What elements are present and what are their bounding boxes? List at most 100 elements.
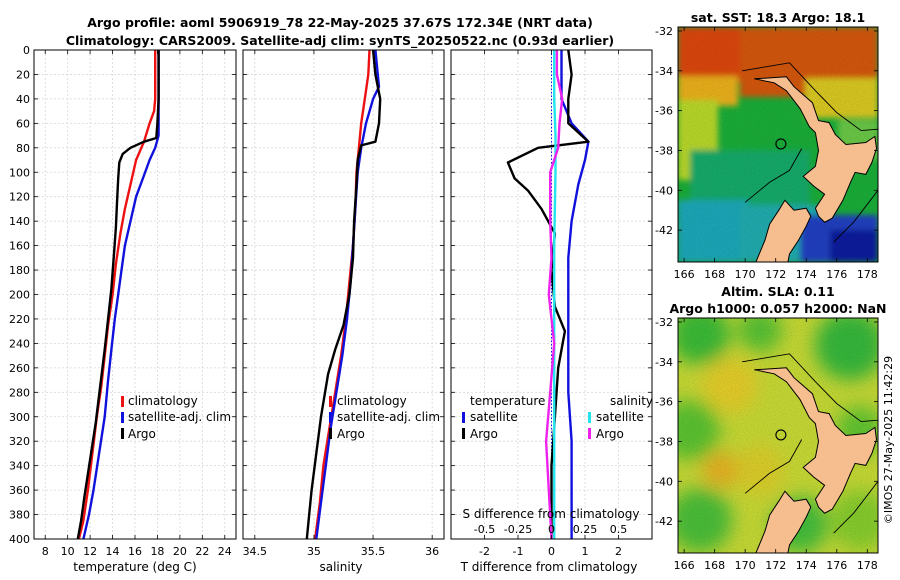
x-tick-label: 12 <box>83 545 97 558</box>
series-line-satellite-adj-clim <box>82 50 160 539</box>
legend-swatch-satellite <box>329 412 332 423</box>
y-tick-label: 200 <box>9 289 30 302</box>
legend-swatch-satellite <box>121 412 124 423</box>
y-tick-label: 60 <box>16 117 30 130</box>
map-y-tick-label: -34 <box>655 65 673 78</box>
y-tick-label: 20 <box>16 68 30 81</box>
y-tick-label: 80 <box>16 142 30 155</box>
x-tick-label: 36 <box>425 545 439 558</box>
isobath-contour <box>744 148 803 203</box>
sst-land-mask <box>742 62 878 262</box>
legend-label-argo: Argo <box>337 427 365 441</box>
temperature-ticks: 0 20 40 60 80 100 120 140 160 180 200 220 240 260 280 3… <box>9 44 236 558</box>
series-line-argo <box>305 50 382 539</box>
sla-map-title-1: Altim. SLA: 0.11 <box>721 284 834 299</box>
map-x-tick-label: 166 <box>674 268 695 281</box>
y-tick-label: 100 <box>9 166 30 179</box>
map-x-tick-label: 166 <box>674 559 695 572</box>
s-diff-tick-label: -0.5 <box>474 523 495 536</box>
y-tick-label: 0 <box>23 44 30 57</box>
series-line-t-satellite <box>560 50 590 539</box>
header-line-2: Climatology: CARS2009. Satellite-adj cli… <box>66 33 614 49</box>
x-tick-label: 35 <box>307 545 321 558</box>
isobath-contour <box>742 62 878 132</box>
y-tick-label: 380 <box>9 509 30 522</box>
difference-axes-box <box>450 49 653 540</box>
isobath-contour <box>742 353 878 423</box>
legend-title-salinity: salinity <box>610 394 653 408</box>
legend-swatch-argo <box>329 428 332 439</box>
map-y-tick-label: -38 <box>655 144 673 157</box>
legend-swatch-t-argo <box>462 428 465 439</box>
salinity-legend: climatology satellite-adj. clim Argo <box>329 394 440 441</box>
legend-title-temperature: temperature <box>470 394 545 408</box>
salinity-axes-box <box>242 49 445 540</box>
temperature-grid <box>34 49 236 540</box>
salinity-profile-panel: 34.5 35 35.5 36 salinity climatology satell… <box>242 49 445 574</box>
s-diff-tick-label: 0 <box>548 523 555 536</box>
isobath-contour <box>833 189 878 243</box>
legend-label-climatology: climatology <box>128 394 198 408</box>
map-y-tick-label: -36 <box>655 105 673 118</box>
map-y-tick-label: -42 <box>655 515 673 528</box>
sla-map-title-2: Argo h1000: 0.057 h2000: NaN <box>669 301 886 316</box>
y-tick-label: 320 <box>9 435 30 448</box>
map-y-tick-label: -34 <box>655 356 673 369</box>
map-x-tick-label: 170 <box>735 268 756 281</box>
salinity-ticks: 34.5 35 35.5 36 <box>243 49 444 558</box>
legend-swatch-climatology <box>121 396 124 407</box>
map-y-tick-label: -32 <box>655 316 673 329</box>
south-island-shape <box>755 199 812 262</box>
s-difference-axis-label: S difference from climatology <box>463 507 640 521</box>
y-tick-label: 120 <box>9 191 30 204</box>
map-x-tick-label: 168 <box>704 559 725 572</box>
y-tick-label: 180 <box>9 264 30 277</box>
imos-timestamp: ©IMOS 27-May-2025 11:42:29 <box>882 356 895 524</box>
sla-map-axes: 166 168 170 172 174 176 178 -32 -34 -36 -38 -40 -42 <box>655 316 879 572</box>
y-tick-label: 220 <box>9 313 30 326</box>
y-tick-label: 40 <box>16 93 30 106</box>
y-tick-label: 240 <box>9 337 30 350</box>
map-x-tick-label: 174 <box>796 268 817 281</box>
legend-label-argo: Argo <box>128 427 156 441</box>
map-y-tick-label: -42 <box>655 224 673 237</box>
x-tick-label: 0 <box>548 545 555 558</box>
y-tick-label: 260 <box>9 362 30 375</box>
x-tick-label: 10 <box>61 545 75 558</box>
legend-label-satellite: satellite-adj. clim <box>337 410 440 424</box>
map-x-tick-label: 176 <box>826 559 847 572</box>
legend-swatch-t-satellite <box>462 412 465 423</box>
x-tick-label: -2 <box>479 545 490 558</box>
header-line-1: Argo profile: aoml 5906919_78 22-May-202… <box>87 15 593 31</box>
difference-panel: -2 -1 0 1 2 T difference from climatology S … <box>450 49 653 574</box>
x-tick-label: 16 <box>128 545 142 558</box>
y-tick-label: 300 <box>9 411 30 424</box>
map-x-tick-label: 176 <box>826 268 847 281</box>
isobath-contour <box>744 439 803 494</box>
s-diff-tick-label: -0.25 <box>504 523 532 536</box>
map-x-tick-label: 172 <box>765 268 786 281</box>
y-tick-label: 160 <box>9 240 30 253</box>
y-tick-label: 340 <box>9 460 30 473</box>
x-tick-label: 18 <box>150 545 164 558</box>
map-y-tick-label: -38 <box>655 435 673 448</box>
legend-swatch-s-satellite <box>588 412 591 423</box>
isobath-contour <box>833 480 878 534</box>
north-island-shape <box>754 367 878 514</box>
y-tick-label: 400 <box>9 533 30 546</box>
map-x-tick-label: 178 <box>857 559 878 572</box>
y-tick-label: 140 <box>9 215 30 228</box>
s-difference-ticks: -0.5 -0.25 0 0.25 0.5 <box>474 523 627 536</box>
salinity-series <box>305 50 382 539</box>
x-tick-label: 34.5 <box>243 545 268 558</box>
legend-swatch-argo <box>121 428 124 439</box>
map-axes-box <box>677 317 879 554</box>
legend-swatch-climatology <box>329 396 332 407</box>
sst-argo-marker <box>775 138 787 150</box>
map-x-tick-label: 178 <box>857 268 878 281</box>
north-island-shape <box>754 76 878 223</box>
series-line-argo <box>76 50 160 539</box>
map-x-tick-label: 170 <box>735 559 756 572</box>
salinity-xlabel: salinity <box>319 560 362 574</box>
